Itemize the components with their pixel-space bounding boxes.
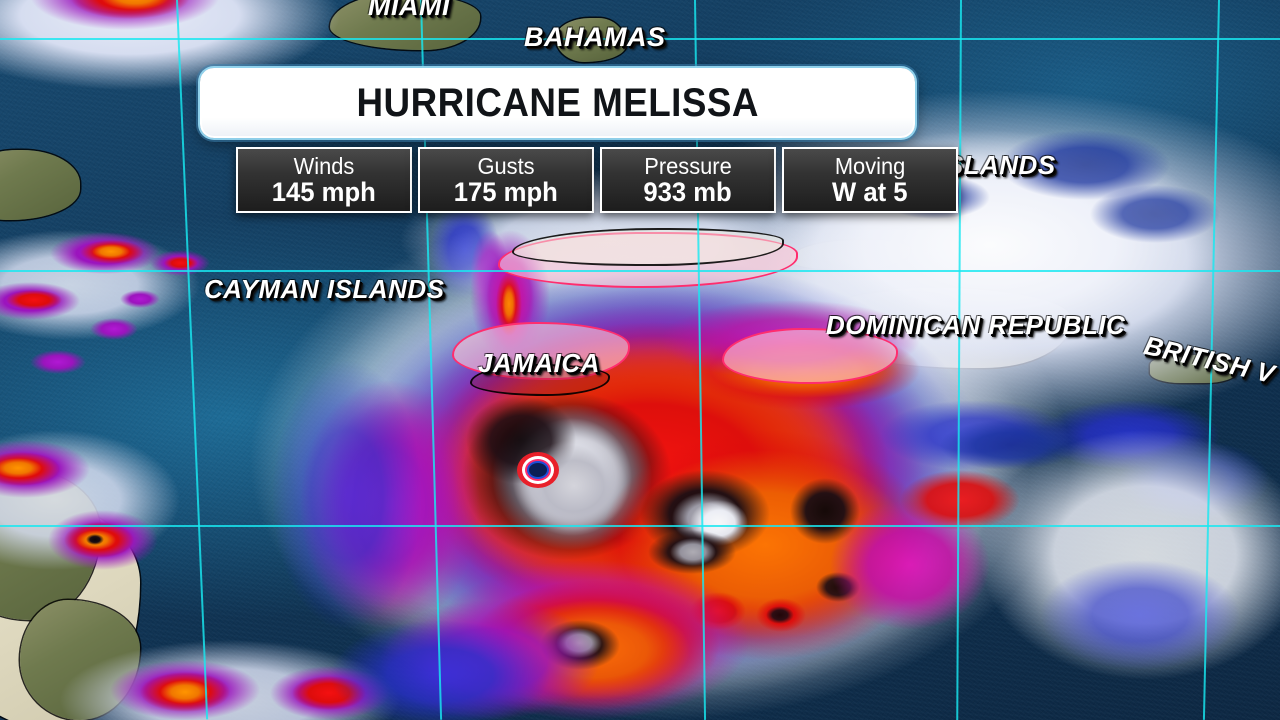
cloud-cell-mid-5 <box>120 290 160 308</box>
storm-stats-row: Winds 145 mph Gusts 175 mph Pressure 933… <box>236 147 958 213</box>
outline-jamaica <box>470 364 610 396</box>
stat-value-gusts: 175 mph <box>453 177 559 207</box>
storm-ne-band-5 <box>940 420 1080 470</box>
stat-box-winds: Winds 145 mph <box>236 147 412 213</box>
stat-label-gusts: Gusts <box>477 153 535 179</box>
stat-box-pressure: Pressure 933 mb <box>600 147 776 213</box>
cloud-cell-ne-2 <box>1090 185 1220 243</box>
stat-label-moving: Moving <box>834 153 906 179</box>
cloud-cell-w-3 <box>92 244 130 259</box>
stat-value-winds: 145 mph <box>271 177 377 207</box>
map-label-bahamas: BAHAMAS <box>524 22 666 52</box>
stat-value-moving: W at 5 <box>832 177 908 207</box>
stat-value-pressure: 933 mb <box>643 177 733 207</box>
page-title: HURRICANE MELISSA <box>356 80 759 125</box>
cloud-cell-nw-3 <box>100 0 170 10</box>
graticule-lat-1 <box>0 38 1280 40</box>
storm-se-red-4 <box>900 470 1020 530</box>
cloud-cell-s-3 <box>160 680 210 704</box>
stat-label-pressure: Pressure <box>644 153 732 179</box>
map-label-dominican-republic: DOMINICAN REPUBLIC <box>826 310 1126 340</box>
land-bahamas-cays <box>556 18 626 62</box>
outline-cuba <box>512 228 784 266</box>
title-banner: HURRICANE MELISSA <box>200 68 915 138</box>
map-label-cayman-islands: CAYMAN ISLANDS <box>204 274 445 304</box>
cloud-cell-mid-4 <box>30 350 86 374</box>
map-label-jamaica: JAMAICA <box>478 348 600 378</box>
storm-n-band-4 <box>502 284 516 324</box>
map-label-miami: MIAMI <box>368 0 450 21</box>
cloud-cell-se-edge <box>1040 560 1240 670</box>
stat-box-moving: Moving W at 5 <box>782 147 958 213</box>
stat-box-gusts: Gusts 175 mph <box>418 147 594 213</box>
storm-w-band-3 <box>272 360 422 630</box>
land-florida <box>330 0 480 50</box>
stat-label-winds: Winds <box>293 153 355 179</box>
storm-se-coldtop-6 <box>766 606 794 624</box>
hurricane-eye <box>517 452 559 488</box>
cloud-cell-mid-2 <box>164 256 198 270</box>
cloud-cell-sw-3 <box>0 458 42 478</box>
cloud-cell-w-5 <box>6 290 62 310</box>
graticule-lat-2 <box>0 270 1280 272</box>
warning-area-hispaniola <box>722 328 898 384</box>
cloud-cell-mid-3 <box>90 318 138 340</box>
storm-se-coldtop-3-core <box>670 538 716 566</box>
cloud-cell-sw-7 <box>86 534 104 545</box>
graticule-lat-3 <box>0 525 1280 527</box>
